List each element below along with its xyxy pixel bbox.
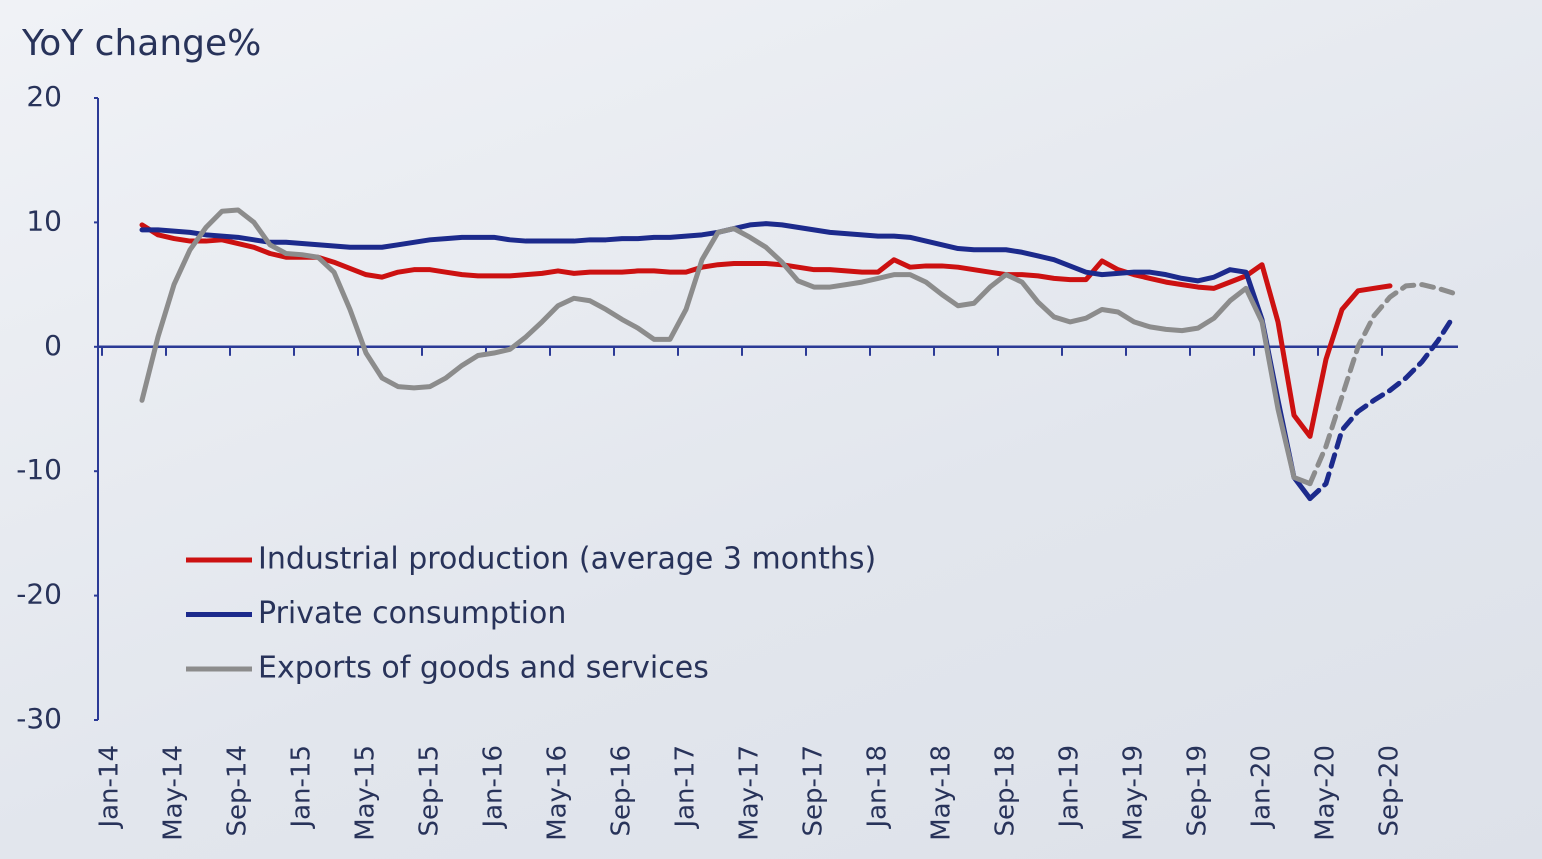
x-tick-label: May-14	[159, 745, 189, 841]
series-line	[139, 222, 1393, 439]
x-tick-label: May-18	[927, 745, 957, 841]
x-tick-label: May-16	[543, 745, 573, 841]
series-line	[139, 207, 1313, 487]
legend-label: Exports of goods and services	[258, 651, 709, 686]
x-tick-label: Sep-15	[415, 745, 445, 836]
y-axis-label: YoY change%	[21, 23, 261, 64]
y-tick-label: 0	[44, 329, 62, 362]
x-tick-label: Sep-18	[991, 745, 1021, 836]
x-tick-label: May-20	[1311, 745, 1341, 841]
y-tick-label: 10	[26, 204, 62, 237]
x-tick-label: Sep-19	[1183, 745, 1213, 836]
series-line-dashed	[1307, 282, 1457, 487]
x-tick-label: Sep-14	[223, 745, 253, 836]
y-tick-label: -10	[16, 453, 62, 486]
legend-label: Industrial production (average 3 months)	[258, 542, 876, 577]
y-tick-label: -30	[16, 702, 62, 735]
y-tick-label: -20	[16, 578, 62, 611]
x-tick-label: Jan-20	[1247, 745, 1277, 830]
x-tick-label: Sep-16	[607, 745, 637, 836]
x-tick-label: Jan-19	[1055, 745, 1085, 830]
x-tick-label: May-19	[1119, 745, 1149, 841]
series-line-dashed	[1307, 313, 1457, 502]
x-tick-label: May-17	[735, 745, 765, 841]
x-tick-label: Jan-14	[95, 745, 125, 830]
x-tick-label: Sep-17	[799, 745, 829, 836]
y-tick-label: 20	[26, 80, 62, 113]
x-tick-label: Jan-16	[479, 745, 509, 830]
legend-label: Private consumption	[258, 596, 566, 631]
x-tick-label: Sep-20	[1375, 745, 1405, 836]
x-tick-label: May-15	[351, 745, 381, 841]
x-tick-label: Jan-15	[287, 745, 317, 830]
x-tick-label: Jan-17	[671, 745, 701, 830]
x-tick-label: Jan-18	[863, 745, 893, 830]
